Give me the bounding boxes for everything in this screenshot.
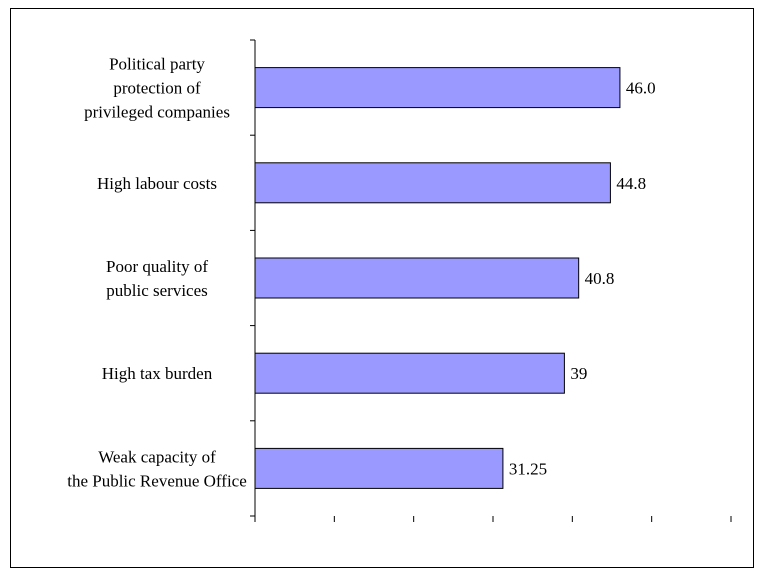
category-label-line: Weak capacity of (98, 447, 216, 466)
category-label: Poor quality of public services (106, 257, 208, 300)
category-label-line: Poor quality of (106, 257, 208, 276)
bar (254, 67, 621, 109)
category-label-line: High tax burden (102, 364, 213, 383)
bar (254, 257, 580, 299)
value-label: 40.8 (585, 269, 615, 288)
value-label: 39 (570, 364, 587, 383)
category-label-line: High labour costs (97, 174, 217, 193)
bar (254, 447, 504, 489)
category-label: Weak capacity of the Public Revenue Offic… (67, 447, 247, 490)
value-label: 46.0 (626, 79, 656, 98)
value-label: 31.25 (509, 459, 547, 478)
value-label: 44.8 (616, 174, 646, 193)
category-label-line: public services (106, 281, 208, 300)
category-label: Political party protection of privileged c… (84, 55, 230, 122)
category-label-line: Political party (109, 55, 205, 74)
labels-group: 46.0 Political party protection of privileg… (67, 55, 655, 491)
category-label: High labour costs (97, 174, 217, 193)
bars-group (254, 67, 621, 489)
bar (254, 352, 565, 394)
category-label: High tax burden (102, 364, 213, 383)
category-label-line: protection of (113, 79, 201, 98)
bar (254, 162, 611, 204)
category-label-line: the Public Revenue Office (67, 471, 247, 490)
category-label-line: privileged companies (84, 103, 230, 122)
